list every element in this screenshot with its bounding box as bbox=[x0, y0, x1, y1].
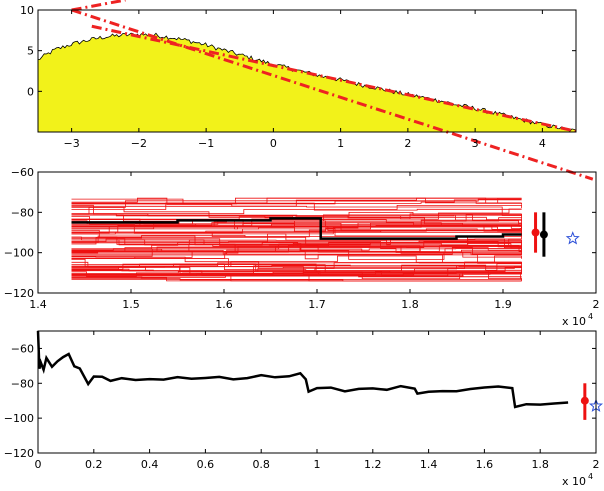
y-tick-label: 5 bbox=[27, 45, 34, 58]
trajectory-line bbox=[71, 220, 522, 234]
histogram-panel: −3 −2 −1 0 1 2 3 4 0 5 10 bbox=[20, 0, 594, 181]
trajectory-line bbox=[71, 261, 522, 271]
y-tick-label: 10 bbox=[20, 4, 34, 17]
x-tick-label: 1.8 bbox=[531, 458, 549, 471]
reference-trajectory bbox=[71, 217, 522, 240]
axes-frame bbox=[37, 9, 577, 133]
y-tick-label: −80 bbox=[11, 206, 34, 219]
x-tick-label: −1 bbox=[198, 137, 214, 150]
trajectory-line bbox=[71, 267, 522, 276]
trajectory-line bbox=[71, 266, 522, 272]
trajectory-line bbox=[71, 241, 522, 253]
x-tick-label: 1.8 bbox=[401, 298, 419, 311]
trajectory-line bbox=[71, 247, 522, 255]
x-tick-label: 0.6 bbox=[197, 458, 215, 471]
trajectory-line bbox=[71, 213, 522, 226]
trajectory-line bbox=[71, 207, 522, 221]
x-tick-label: 1.9 bbox=[494, 298, 512, 311]
fit-line-steep-extension bbox=[71, 0, 126, 12]
trajectory-line bbox=[71, 258, 522, 267]
trajectory-ensemble bbox=[71, 197, 522, 282]
x-tick-label: 2 bbox=[404, 137, 411, 150]
trajectory-line bbox=[71, 241, 522, 253]
x-tick-label: 2 bbox=[593, 298, 600, 311]
x-tick-label: 1.4 bbox=[420, 458, 438, 471]
x-tick-label: 4 bbox=[539, 137, 546, 150]
x-tick-label: 1 bbox=[314, 458, 321, 471]
y-tick-label: −100 bbox=[4, 247, 34, 260]
trajectory-line bbox=[71, 200, 522, 208]
x-tick-label: 1.6 bbox=[215, 298, 233, 311]
trajectory-line bbox=[71, 199, 522, 205]
x-tick-label: 1.6 bbox=[476, 458, 494, 471]
trajectory-line bbox=[71, 225, 522, 229]
x-tick-label: 3 bbox=[472, 137, 479, 150]
x-multiplier-label: x 10 bbox=[562, 315, 586, 328]
y-tick-label: −80 bbox=[11, 377, 34, 390]
red-mean-dot bbox=[580, 396, 589, 405]
trajectory-line bbox=[71, 238, 522, 255]
single-trajectory-panel: 0 0.2 0.4 0.6 0.8 1 1.2 1.4 1.6 1.8 2 −60 −80 −100 −12… bbox=[4, 330, 604, 488]
y-tick-label: −120 bbox=[4, 287, 34, 300]
x-tick-label: −3 bbox=[64, 137, 80, 150]
red-mean-dot bbox=[531, 228, 540, 237]
x-tick-label: 0.2 bbox=[85, 458, 103, 471]
trajectory-line bbox=[71, 197, 522, 210]
star-marker bbox=[565, 231, 580, 245]
trajectory-line bbox=[36, 330, 569, 409]
x-tick-label: −2 bbox=[131, 137, 147, 150]
y-tick-label: 0 bbox=[27, 85, 34, 98]
y-tick-label: −100 bbox=[4, 412, 34, 425]
x-tick-label: 1.4 bbox=[29, 298, 47, 311]
trajectory-line bbox=[71, 205, 522, 215]
black-mean-dot bbox=[539, 230, 548, 239]
x-multiplier-exponent: 4 bbox=[588, 312, 593, 321]
x-tick-label: 0 bbox=[270, 137, 277, 150]
y-tick-label: −120 bbox=[4, 447, 34, 460]
trajectory-line bbox=[71, 238, 522, 252]
histogram-fill bbox=[38, 33, 576, 132]
x-multiplier-label: x 10 bbox=[562, 475, 586, 488]
trajectory-line bbox=[71, 233, 522, 248]
x-tick-label: 1 bbox=[337, 137, 344, 150]
trajectory-line bbox=[71, 239, 522, 246]
trajectory-line bbox=[71, 205, 522, 216]
y-tick-label: −60 bbox=[11, 166, 34, 179]
y-tick-label: −60 bbox=[11, 342, 34, 355]
trajectories-panel: 1.4 1.5 1.6 1.7 1.8 1.9 2 −60 −80 −100 −120 x 10 4 bbox=[4, 166, 600, 328]
x-tick-label: 1.2 bbox=[364, 458, 382, 471]
x-tick-label: 0 bbox=[35, 458, 42, 471]
x-tick-label: 2 bbox=[593, 458, 600, 471]
x-tick-label: 1.7 bbox=[308, 298, 326, 311]
trajectory-line bbox=[71, 273, 522, 277]
trajectory-line bbox=[71, 208, 522, 220]
x-tick-label: 1.5 bbox=[122, 298, 140, 311]
trajectory-line bbox=[71, 249, 522, 253]
x-tick-label: 0.4 bbox=[141, 458, 159, 471]
trajectory-line bbox=[71, 220, 522, 249]
x-multiplier-exponent: 4 bbox=[588, 472, 593, 481]
trajectory-line bbox=[71, 213, 522, 225]
histogram-plot-area bbox=[38, 24, 576, 132]
x-tick-label: 0.8 bbox=[252, 458, 270, 471]
